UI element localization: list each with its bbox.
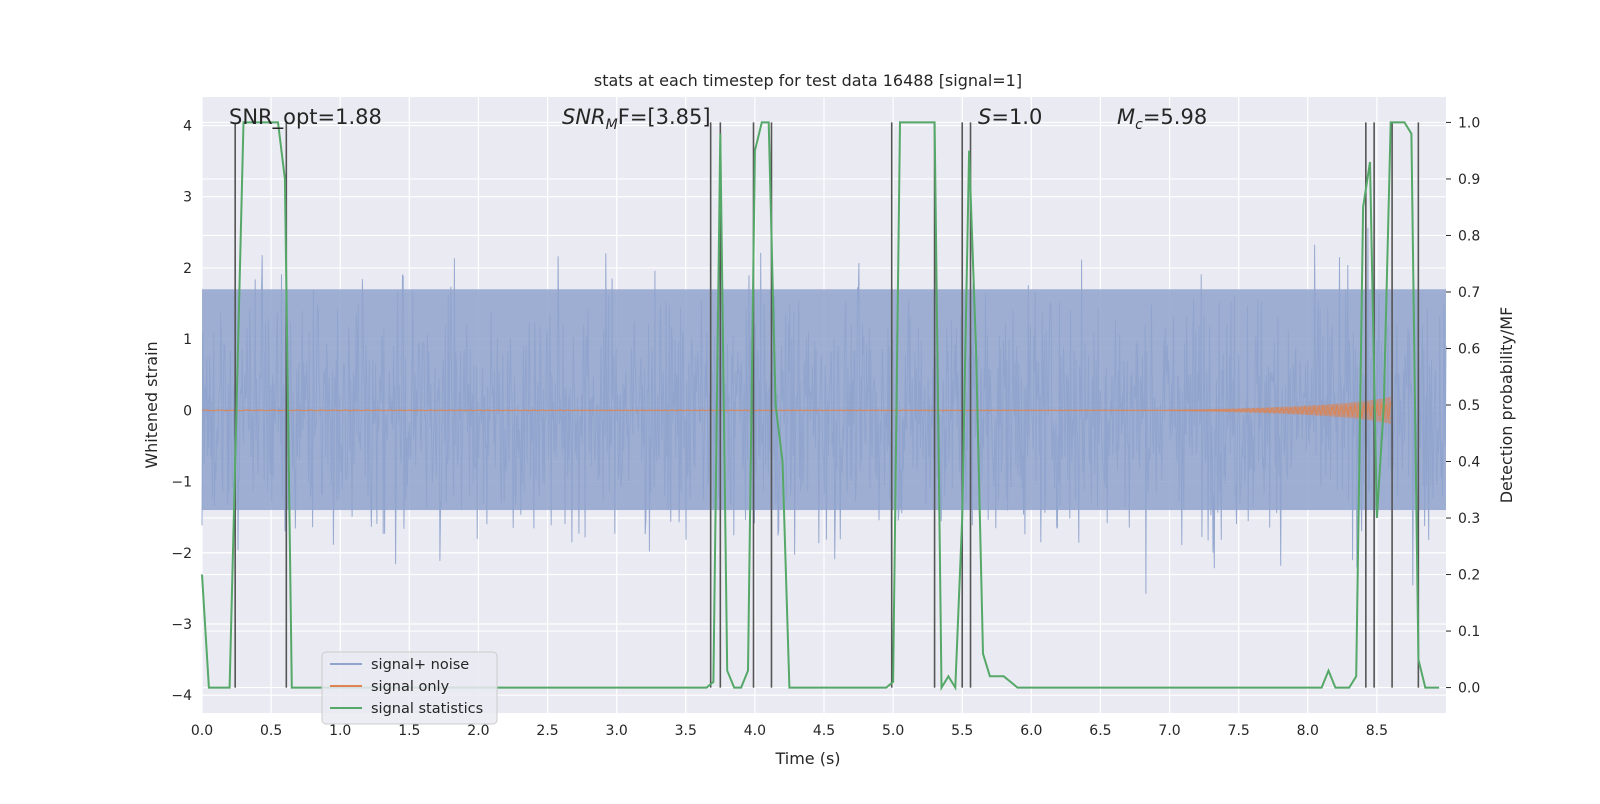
annotation-snr-mf-sub: M bbox=[606, 117, 618, 133]
y2-tick-label: 0.8 bbox=[1458, 228, 1480, 244]
x-axis-label: Time (s) bbox=[774, 749, 840, 768]
annotation-snr-mf-rest: F=[3.85] bbox=[618, 105, 711, 129]
legend-box bbox=[321, 651, 498, 725]
x-tick-label: 4.5 bbox=[813, 723, 835, 739]
y2-axis-label: Detection probability/MF bbox=[1497, 307, 1516, 504]
x-tick-label: 3.5 bbox=[675, 723, 697, 739]
y2-tick-label: 0.2 bbox=[1458, 568, 1480, 584]
y2-tick-label: 0.6 bbox=[1458, 341, 1480, 357]
y2-tick-label: 0.3 bbox=[1458, 511, 1480, 527]
annotation-mc-rest: =5.98 bbox=[1143, 105, 1207, 129]
x-tick-label: 6.5 bbox=[1089, 723, 1111, 739]
y-tick-label: −1 bbox=[171, 475, 192, 491]
signal-chirp-envelope bbox=[1169, 396, 1391, 425]
x-tick-label: 8.5 bbox=[1366, 723, 1388, 739]
y-axis-label: Whitened strain bbox=[142, 341, 161, 468]
annotation-s: S=1.0 bbox=[978, 105, 1042, 129]
y-tick-label: 3 bbox=[183, 190, 192, 206]
x-tick-label: 2.0 bbox=[467, 723, 489, 739]
y2-tick-label: 0.4 bbox=[1458, 455, 1480, 471]
y-tick-label: −3 bbox=[171, 617, 192, 633]
y-tick-label: 0 bbox=[183, 403, 192, 419]
legend-label-signal: signal only bbox=[371, 679, 450, 695]
annotation-mc-sub: c bbox=[1135, 117, 1143, 133]
stats-series bbox=[201, 121, 1440, 692]
annotation-mc: Mc=5.98 bbox=[1117, 105, 1207, 133]
legend: signal+ noise signal only signal statist… bbox=[321, 651, 498, 725]
y-tick-label: 1 bbox=[183, 332, 192, 348]
annotation-snr-mf-main: SNR bbox=[562, 105, 606, 129]
noise-core-band bbox=[202, 289, 1446, 511]
y2-tick-label: 0.1 bbox=[1458, 624, 1480, 640]
ticks: 0.0 0.5 1.0 1.5 2.0 2.5 3.0 3.5 4.0 4.5 5.0 5.5 6.0 6… bbox=[171, 115, 1480, 739]
x-tick-label: 7.0 bbox=[1158, 723, 1180, 739]
chart-title: stats at each timestep for test data 164… bbox=[594, 71, 1022, 90]
x-tick-label: 0.5 bbox=[260, 723, 282, 739]
x-tick-label: 5.5 bbox=[951, 723, 973, 739]
y-tick-label: −2 bbox=[171, 546, 192, 562]
x-tick-label: 5.0 bbox=[882, 723, 904, 739]
annotation-s-rest: =1.0 bbox=[991, 105, 1042, 129]
y2-tick-label: 1.0 bbox=[1458, 115, 1480, 131]
stats-line bbox=[201, 121, 1440, 692]
y2-tick-label: 0.9 bbox=[1458, 172, 1480, 188]
annotation-mc-main: M bbox=[1117, 105, 1135, 129]
y2-tick-label: 0.7 bbox=[1458, 285, 1480, 301]
x-tick-label: 3.0 bbox=[606, 723, 628, 739]
x-tick-label: 4.0 bbox=[744, 723, 766, 739]
y-tick-label: 4 bbox=[183, 118, 192, 134]
legend-label-stats: signal statistics bbox=[371, 701, 483, 717]
x-tick-label: 1.5 bbox=[398, 723, 420, 739]
noise-series bbox=[201, 227, 1447, 594]
x-tick-label: 0.0 bbox=[191, 723, 213, 739]
y2-tick-label: 0.5 bbox=[1458, 398, 1480, 414]
y-tick-label: −4 bbox=[171, 688, 192, 704]
x-tick-label: 8.0 bbox=[1297, 723, 1319, 739]
signal-only-series bbox=[201, 396, 1392, 425]
y2-tick-label: 0.0 bbox=[1458, 681, 1480, 697]
annotation-snr-opt: SNR_opt=1.88 bbox=[229, 105, 382, 130]
x-tick-label: 1.0 bbox=[329, 723, 351, 739]
x-tick-label: 6.0 bbox=[1020, 723, 1042, 739]
x-tick-label: 7.5 bbox=[1228, 723, 1250, 739]
annotation-s-main: S bbox=[978, 105, 991, 129]
y-tick-label: 2 bbox=[183, 261, 192, 277]
legend-label-noise: signal+ noise bbox=[371, 657, 469, 673]
x-tick-label: 2.5 bbox=[536, 723, 558, 739]
annotation-snr-mf: SNRMF=[3.85] bbox=[562, 105, 711, 133]
